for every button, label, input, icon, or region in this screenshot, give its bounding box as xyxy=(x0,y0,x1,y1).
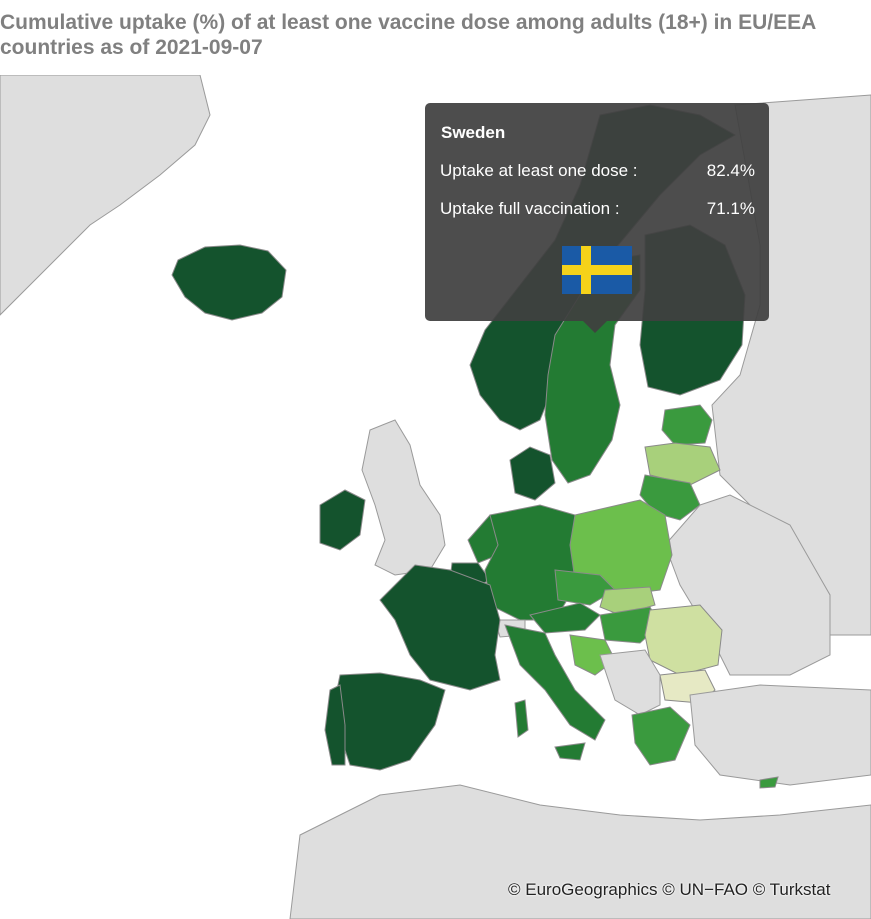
north-africa xyxy=(289,784,871,919)
country-cyprus[interactable] xyxy=(759,776,779,789)
turkey xyxy=(689,684,871,786)
country-france[interactable] xyxy=(379,564,501,691)
map-title: Cumulative uptake (%) of at least one va… xyxy=(0,11,816,59)
country-italy-sardinia[interactable] xyxy=(514,699,529,738)
country-tooltip: Sweden Uptake at least one dose : 82.4% … xyxy=(425,103,769,333)
country-romania[interactable] xyxy=(644,604,723,676)
tooltip-label-full-vaccination: Uptake full vaccination : xyxy=(440,199,620,218)
country-estonia[interactable] xyxy=(661,404,713,446)
country-denmark[interactable] xyxy=(509,446,556,501)
sweden-flag-icon xyxy=(562,246,632,294)
map-credit: © EuroGeographics © UN−FAO © Turkstat xyxy=(508,880,831,899)
country-poland[interactable] xyxy=(569,499,673,596)
country-italy-sicily[interactable] xyxy=(554,742,586,761)
tooltip-value-full-vaccination: 71.1% xyxy=(706,199,755,218)
greenland xyxy=(0,75,211,316)
country-greece[interactable] xyxy=(631,706,691,766)
united-kingdom xyxy=(361,419,446,576)
western-balkans xyxy=(599,649,661,716)
tooltip-value-one-dose: 82.4% xyxy=(706,161,755,180)
country-austria[interactable] xyxy=(529,602,601,634)
country-latvia[interactable] xyxy=(644,442,721,486)
belarus-ukraine xyxy=(664,494,831,676)
country-germany[interactable] xyxy=(484,504,581,621)
country-iceland[interactable] xyxy=(171,244,287,321)
country-portugal[interactable] xyxy=(324,684,346,766)
tooltip-country-name: Sweden xyxy=(441,123,506,142)
country-ireland[interactable] xyxy=(319,489,366,551)
country-spain[interactable] xyxy=(334,672,446,771)
tooltip-label-one-dose: Uptake at least one dose : xyxy=(440,161,638,180)
country-italy[interactable] xyxy=(504,624,606,741)
